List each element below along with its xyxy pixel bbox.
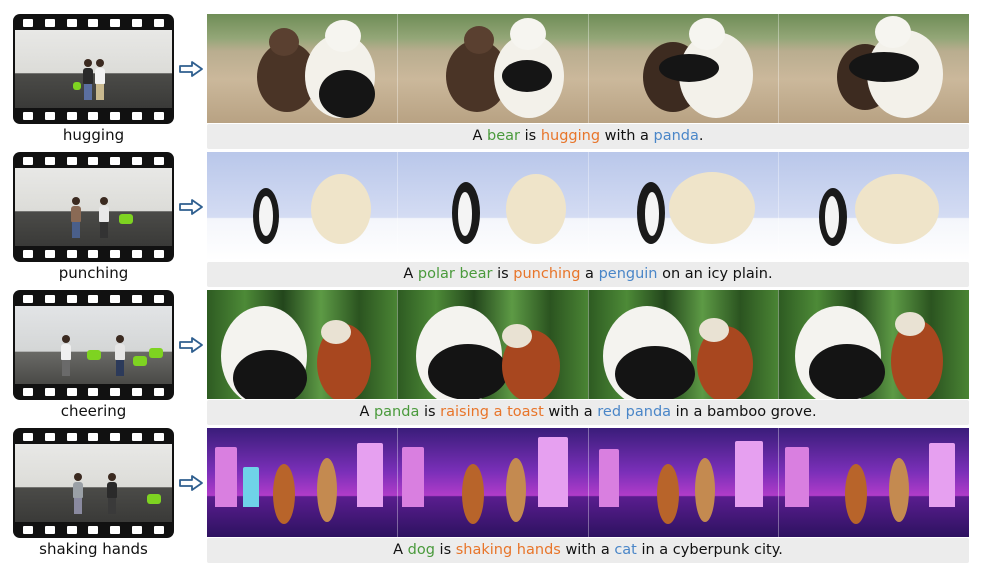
source-video-frame [15,168,172,246]
caption-word: a [580,266,599,282]
prompt-caption: A polar bear is punching a penguin on an… [207,262,969,287]
caption-object: panda [653,128,699,144]
source-video-thumbnail [13,152,174,262]
caption-subject: bear [487,128,520,144]
generated-frame-3 [588,14,780,123]
generated-frame-3 [588,152,780,261]
generated-frame-1 [207,428,398,537]
prompt-caption: A bear is hugging with a panda. [207,124,969,149]
prompt-caption: A dog is shaking hands with a cat in a c… [207,538,969,563]
arrow-right-outline-icon [179,61,203,77]
arrow-right-outline-icon [179,475,203,491]
generated-frame-4 [779,14,969,123]
caption-word: with a [600,128,654,144]
generated-video-frames [207,428,969,537]
caption-subject: panda [373,404,420,420]
action-label: shaking hands [39,540,148,558]
caption-word: is [492,266,514,282]
source-video-thumbnail [13,428,174,538]
caption-word: is [419,404,441,420]
caption-subject: polar bear [417,266,493,282]
example-row-cheering: cheering A panda is rais [0,290,981,426]
generated-video-frames [207,152,969,261]
arrow-right-outline-icon [179,337,203,353]
source-video-thumbnail [13,14,174,124]
arrow-right-outline-icon [179,199,203,215]
source-video-frame [15,444,172,522]
caption-object: penguin [598,266,658,282]
caption-action: raising a toast [440,404,544,420]
generated-frame-1 [207,14,398,123]
generated-frame-1 [207,290,398,399]
generated-frame-3 [588,428,780,537]
caption-word: in a cyberpunk city. [636,542,783,558]
generated-video-frames [207,14,969,123]
generated-frame-4 [779,428,969,537]
caption-action: punching [513,266,581,282]
action-label: hugging [62,126,125,144]
caption-word: is [520,128,541,144]
source-video-frame [15,30,172,108]
caption-action: shaking hands [455,542,561,558]
example-row-punching: punching A polar bear is punching a peng… [0,152,981,288]
caption-word: in a bamboo grove. [671,404,817,420]
generated-frame-3 [588,290,780,399]
generated-frame-2 [397,428,589,537]
action-label: cheering [60,402,127,420]
caption-word: A [472,128,488,144]
action-label: punching [58,264,129,282]
example-row-shaking-hands: shaking hands A d [0,428,981,564]
generated-frame-2 [397,152,589,261]
caption-subject: dog [407,542,435,558]
caption-action: hugging [540,128,601,144]
caption-word: A [403,266,418,282]
generated-frame-2 [397,14,589,123]
caption-word: is [434,542,456,558]
source-video-thumbnail [13,290,174,400]
caption-word: A [359,404,374,420]
caption-word: . [698,128,704,144]
caption-object: red panda [597,404,672,420]
generated-frame-4 [779,290,969,399]
generated-frame-2 [397,290,589,399]
example-row-hugging: hugging A [0,14,981,150]
generated-frame-4 [779,152,969,261]
source-video-frame [15,306,172,384]
caption-word: with a [560,542,615,558]
generated-frame-1 [207,152,398,261]
caption-word: A [393,542,408,558]
caption-object: cat [614,542,637,558]
generated-video-frames [207,290,969,399]
prompt-caption: A panda is raising a toast with a red pa… [207,400,969,425]
caption-word: on an icy plain. [657,266,773,282]
caption-word: with a [543,404,598,420]
